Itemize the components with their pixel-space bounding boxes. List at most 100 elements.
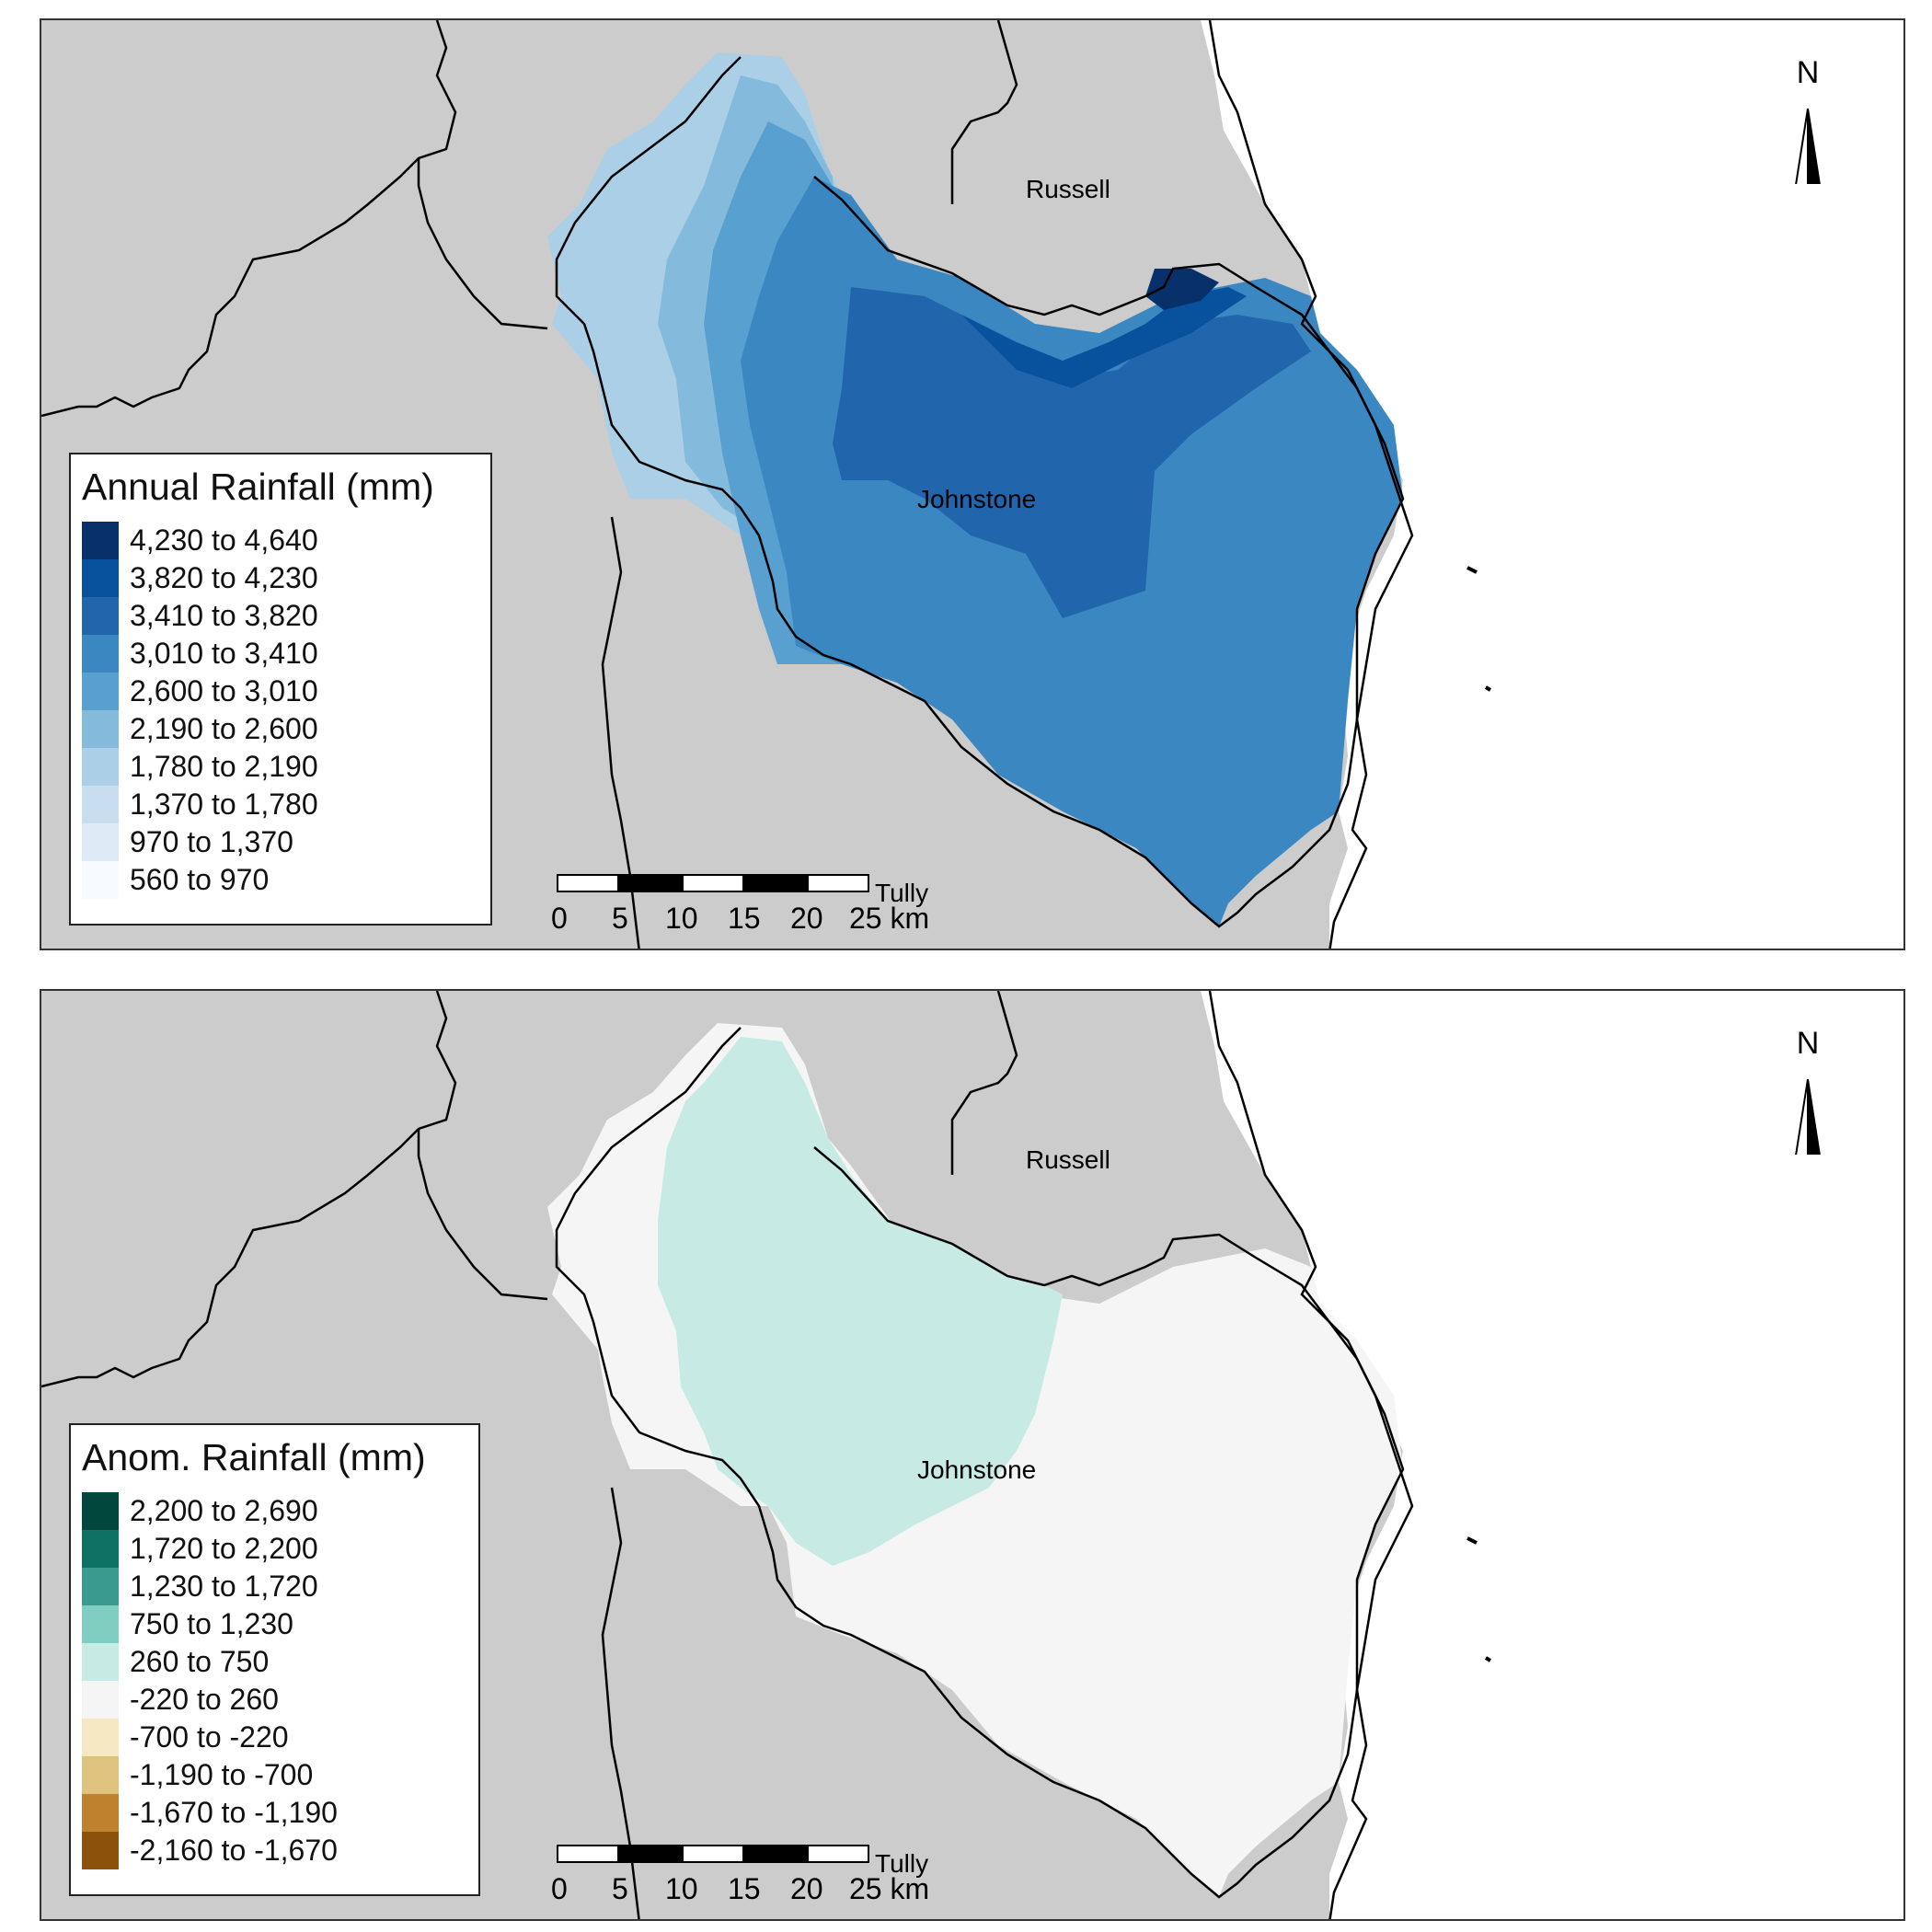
legend-label: 1,720 to 2,200 (130, 1532, 318, 1565)
legend-rows: 2,200 to 2,690 1,720 to 2,200 1,230 to 1… (82, 1492, 467, 1869)
legend-swatch (82, 1605, 119, 1643)
legend-label: 1,780 to 2,190 (130, 750, 318, 783)
north-arrow-label: N (1796, 1026, 1820, 1061)
scale-segment (619, 874, 682, 892)
legend-swatch (82, 1492, 119, 1530)
legend-label: 4,230 to 4,640 (130, 523, 318, 557)
legend-row: -220 to 260 (82, 1681, 467, 1719)
legend-label: 1,370 to 1,780 (130, 788, 318, 821)
legend-swatch (82, 1643, 119, 1681)
scale-segment (682, 874, 744, 892)
legend-swatch (82, 559, 119, 597)
legend-row: -2,160 to -1,670 (82, 1832, 467, 1869)
annual-rainfall-map: Russell Johnstone Tully N Annual Rainfal… (40, 18, 1905, 950)
place-label-russell: Russell (1026, 1145, 1110, 1174)
legend-label: 970 to 1,370 (130, 825, 293, 858)
boundary-lines (41, 20, 1492, 949)
legend-label: 3,010 to 3,410 (130, 637, 318, 670)
legend-row: 4,230 to 4,640 (82, 522, 479, 559)
legend-row: 3,820 to 4,230 (82, 559, 479, 597)
north-arrow-icon (1795, 1078, 1821, 1155)
place-label-tully: Tully (875, 1849, 929, 1878)
legend-swatch (82, 1681, 119, 1719)
place-label-russell: Russell (1026, 175, 1110, 203)
place-label-johnstone: Johnstone (917, 1455, 1037, 1484)
legend-row: -1,670 to -1,190 (82, 1794, 467, 1832)
legend-row: 970 to 1,370 (82, 823, 479, 861)
legend-label: 1,230 to 1,720 (130, 1570, 318, 1603)
legend-row: 3,410 to 3,820 (82, 597, 479, 635)
place-label-tully: Tully (875, 879, 929, 907)
legend-row: 2,200 to 2,690 (82, 1492, 467, 1530)
legend-label: 2,200 to 2,690 (130, 1494, 318, 1527)
legend-label: -700 to -220 (130, 1720, 289, 1754)
scale-tick-label: 5 (612, 1872, 628, 1905)
scale-segment (744, 874, 807, 892)
legend-label: 560 to 970 (130, 863, 270, 896)
legend-swatch (82, 1794, 119, 1832)
rainfall-zone-3820-4230 (961, 287, 1247, 388)
legend-swatch (82, 1568, 119, 1605)
rainfall-zone-4230-4640 (1145, 269, 1219, 310)
legend-swatch (82, 1719, 119, 1756)
legend-swatch (82, 1756, 119, 1794)
legend-row: -1,190 to -700 (82, 1756, 467, 1794)
legend-row: 2,190 to 2,600 (82, 710, 479, 748)
scale-tick-label: 0 (551, 1872, 568, 1905)
legend-label: -220 to 260 (130, 1683, 279, 1716)
legend-label: -1,670 to -1,190 (130, 1796, 338, 1829)
scale-tick-label: 15 (728, 902, 761, 935)
legend-label: 2,190 to 2,600 (130, 712, 318, 745)
legend-label: -1,190 to -700 (130, 1758, 314, 1791)
legend-swatch (82, 823, 119, 861)
legend-row: 1,230 to 1,720 (82, 1568, 467, 1605)
scale-tick-label: 25 km (849, 902, 930, 935)
rainfall-zone-3410-3820 (833, 287, 1311, 618)
scale-tick-label: 0 (551, 902, 568, 935)
legend: Anom. Rainfall (mm) 2,200 to 2,690 1,720… (69, 1423, 480, 1896)
scale-tick-label: 5 (612, 902, 628, 935)
legend-swatch (82, 1832, 119, 1869)
legend-swatch (82, 673, 119, 710)
scale-bar: 0 5 10 15 20 25 km (551, 1845, 943, 1909)
scale-segment (557, 1845, 619, 1863)
legend-title: Anom. Rainfall (mm) (82, 1436, 426, 1478)
legend: Annual Rainfall (mm) 4,230 to 4,640 3,82… (69, 453, 492, 926)
legend-row: 1,370 to 1,780 (82, 786, 479, 823)
legend-label: 260 to 750 (130, 1645, 270, 1678)
legend-swatch (82, 522, 119, 559)
legend-swatch (82, 1530, 119, 1568)
legend-row: 1,780 to 2,190 (82, 748, 479, 786)
legend-row: 560 to 970 (82, 861, 479, 899)
north-arrow: N (1780, 55, 1835, 184)
scale-bar: 0 5 10 15 20 25 km (551, 874, 943, 938)
legend-row: 2,600 to 3,010 (82, 673, 479, 710)
legend-label: 3,410 to 3,820 (130, 599, 318, 632)
legend-row: 260 to 750 (82, 1643, 467, 1681)
legend-swatch (82, 635, 119, 673)
scale-tick-label: 20 (790, 1872, 823, 1905)
anomaly-zone-260-750 (658, 1037, 1063, 1566)
scale-tick-label: 15 (728, 1872, 761, 1905)
scale-segment (557, 874, 619, 892)
scale-tick-label: 20 (790, 902, 823, 935)
legend-row: 1,720 to 2,200 (82, 1530, 467, 1568)
legend-row: -700 to -220 (82, 1719, 467, 1756)
north-arrow-icon (1795, 108, 1821, 184)
scale-tick-label: 10 (665, 1872, 698, 1905)
anomaly-rainfall-map: Russell Johnstone Tully N Anom. Rainfall… (40, 989, 1905, 1921)
legend-label: 3,820 to 4,230 (130, 561, 318, 594)
legend-row: 750 to 1,230 (82, 1605, 467, 1643)
legend-label: 2,600 to 3,010 (130, 674, 318, 707)
scale-tick-label: 10 (665, 902, 698, 935)
scale-segment (807, 1845, 869, 1863)
legend-swatch (82, 597, 119, 635)
legend-rows: 4,230 to 4,640 3,820 to 4,230 3,410 to 3… (82, 522, 479, 899)
scale-segment (744, 1845, 807, 1863)
legend-title: Annual Rainfall (mm) (82, 466, 434, 508)
scale-segment (619, 1845, 682, 1863)
north-arrow: N (1780, 1026, 1835, 1155)
legend-label: 750 to 1,230 (130, 1607, 293, 1640)
legend-swatch (82, 710, 119, 748)
legend-swatch (82, 786, 119, 823)
